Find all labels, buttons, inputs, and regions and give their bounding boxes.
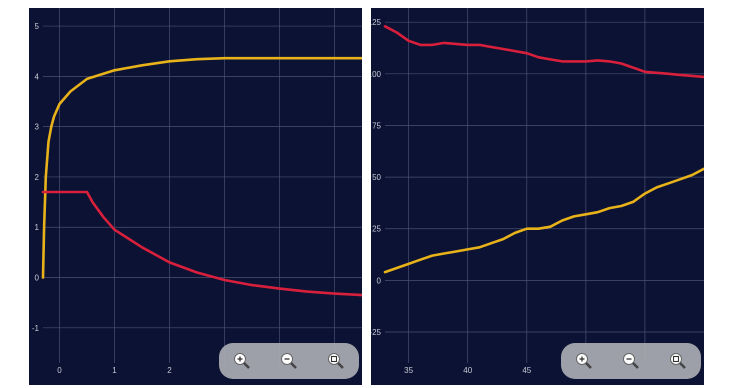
series-line-0 <box>383 24 704 79</box>
y-tick-label: 75 <box>372 121 381 130</box>
y-tick-label: -1 <box>32 324 40 333</box>
zoom-out-icon <box>622 353 639 369</box>
zoom-in-icon <box>576 353 593 369</box>
chart-right-svg: 35 40 45 125 100 75 50 25 0 -25 <box>371 8 704 375</box>
zoom-reset-button-left[interactable] <box>325 350 347 372</box>
x-tick-label: 35 <box>404 366 413 375</box>
zoom-out-button-right[interactable] <box>620 350 642 372</box>
series-line-1 <box>383 167 704 274</box>
x-tick-label: 45 <box>522 366 531 375</box>
zoom-toolbar-right <box>561 343 701 379</box>
y-tick-label: 5 <box>35 22 40 31</box>
x-tick-label: 1 <box>112 366 117 375</box>
y-tick-label: 0 <box>377 276 382 285</box>
zoom-out-button-left[interactable] <box>278 350 300 372</box>
zoom-reset-icon <box>669 353 686 369</box>
zoom-reset-button-right[interactable] <box>667 350 689 372</box>
y-tick-label: 100 <box>371 70 382 79</box>
zoom-in-icon <box>234 353 251 369</box>
chart-panel-right[interactable]: 35 40 45 125 100 75 50 25 0 -25 <box>371 8 704 385</box>
x-tick-label: 0 <box>57 366 62 375</box>
y-tick-label: 0 <box>35 274 40 283</box>
y-tick-label: 2 <box>35 173 40 182</box>
y-tick-label: 3 <box>35 123 40 132</box>
x-tick-label: 2 <box>167 366 172 375</box>
y-tick-label: 50 <box>372 173 381 182</box>
zoom-reset-icon <box>327 353 344 369</box>
zoom-toolbar-left <box>219 343 359 379</box>
series-line-1 <box>41 190 362 297</box>
chart-left-svg: 0 1 2 5 4 3 2 1 0 -1 <box>32 8 362 375</box>
series-line-0 <box>41 56 362 279</box>
y-tick-label: 25 <box>372 225 381 234</box>
y-tick-label: 125 <box>371 18 382 27</box>
x-tick-label: 40 <box>463 366 472 375</box>
y-tick-label: 4 <box>35 72 40 81</box>
zoom-out-icon <box>280 353 297 369</box>
chart-panel-left[interactable]: 0 1 2 5 4 3 2 1 0 -1 <box>29 8 362 385</box>
y-tick-label: 1 <box>35 223 40 232</box>
zoom-in-button-left[interactable] <box>231 350 253 372</box>
zoom-in-button-right[interactable] <box>573 350 595 372</box>
y-tick-label: -25 <box>371 328 382 337</box>
